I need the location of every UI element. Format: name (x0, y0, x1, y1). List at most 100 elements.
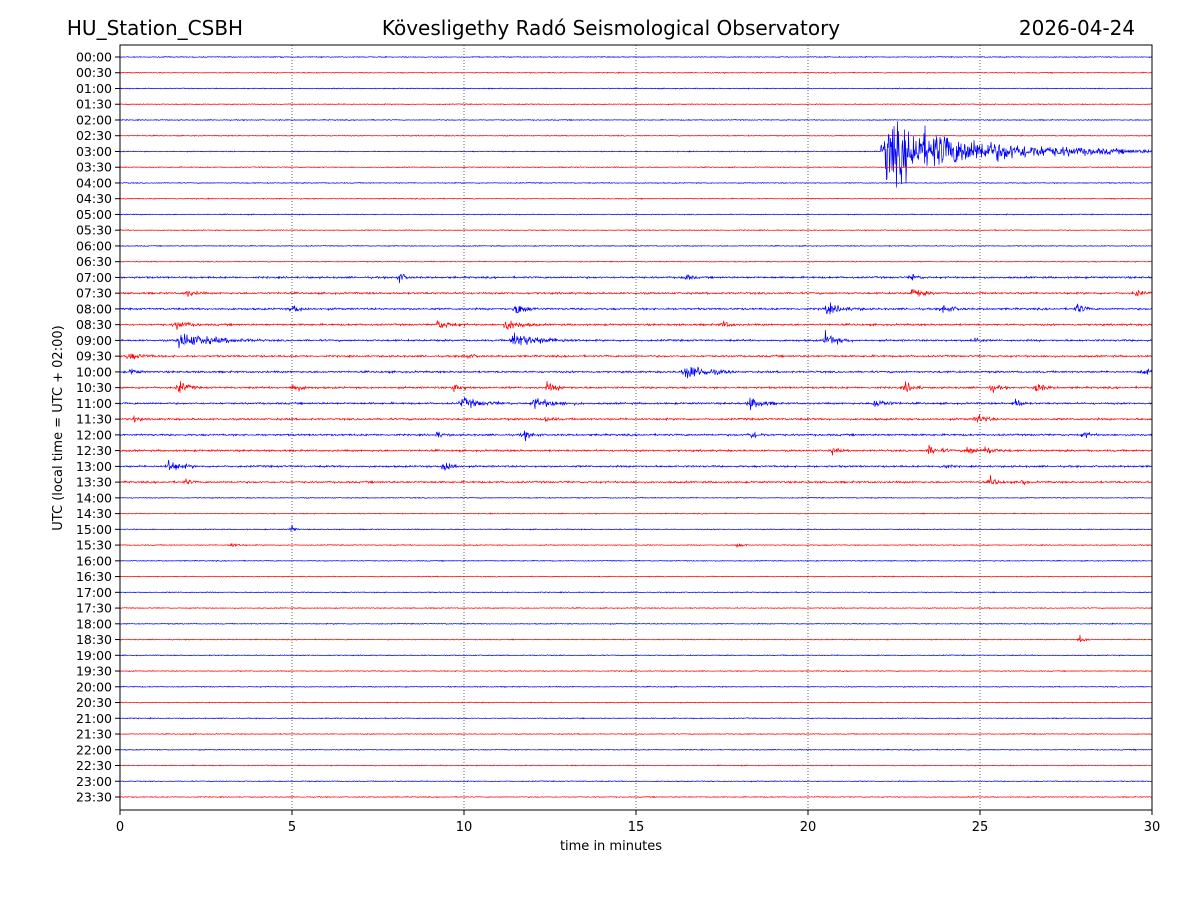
y-tick-label: 02:30 (76, 128, 112, 143)
trace-1630 (119, 575, 1153, 578)
y-tick-label: 05:30 (76, 223, 112, 238)
y-tick-label: 22:00 (76, 742, 112, 757)
y-tick-label: 00:30 (76, 65, 112, 80)
trace-0000 (119, 55, 1153, 59)
trace-1830 (119, 635, 1153, 643)
y-tick-label: 18:00 (76, 616, 112, 631)
trace-1500 (119, 524, 1153, 532)
y-tick-label: 01:00 (76, 81, 112, 96)
trace-0300 (119, 121, 1153, 188)
y-tick-label: 06:30 (76, 254, 112, 269)
y-axis-ticks: 00:0000:3001:0001:3002:0002:3003:0003:30… (76, 50, 120, 805)
y-tick-label: 11:00 (76, 396, 112, 411)
y-tick-label: 21:30 (76, 727, 112, 742)
y-tick-label: 09:00 (76, 333, 112, 348)
x-tick-label: 10 (456, 820, 473, 835)
trace-0400 (119, 181, 1153, 185)
y-tick-label: 13:30 (76, 475, 112, 490)
trace-1730 (119, 606, 1153, 610)
x-tick-label: 15 (628, 820, 645, 835)
y-tick-label: 09:30 (76, 349, 112, 364)
trace-0700 (119, 273, 1153, 284)
y-tick-label: 07:30 (76, 286, 112, 301)
trace-1330 (119, 474, 1153, 486)
y-tick-label: 10:30 (76, 380, 112, 395)
trace-0930 (119, 353, 1153, 360)
date-label: 2026-04-24 (1019, 16, 1135, 40)
y-tick-label: 23:00 (76, 774, 112, 789)
trace-1030 (119, 381, 1153, 393)
y-tick-label: 03:30 (76, 160, 112, 175)
y-tick-label: 00:00 (76, 50, 112, 65)
y-tick-label: 17:30 (76, 601, 112, 616)
trace-2230 (119, 764, 1153, 767)
y-tick-label: 04:30 (76, 191, 112, 206)
y-axis-label: UTC (local time = UTC + 02:00) (51, 325, 66, 530)
trace-0200 (119, 118, 1153, 122)
y-tick-label: 07:00 (76, 270, 112, 285)
trace-1300 (119, 459, 1153, 471)
trace-0800 (119, 302, 1153, 315)
y-tick-label: 17:00 (76, 585, 112, 600)
x-tick-label: 25 (972, 820, 989, 835)
y-tick-label: 12:00 (76, 427, 112, 442)
trace-0600 (119, 244, 1153, 248)
x-tick-label: 20 (800, 820, 817, 835)
x-tick-label: 30 (1144, 820, 1161, 835)
y-tick-label: 19:30 (76, 664, 112, 679)
y-tick-label: 02:00 (76, 112, 112, 127)
trace-0630 (119, 260, 1153, 263)
y-tick-label: 14:00 (76, 490, 112, 505)
trace-0730 (119, 288, 1153, 297)
trace-1600 (119, 559, 1153, 563)
y-tick-label: 21:00 (76, 711, 112, 726)
y-tick-label: 01:30 (76, 97, 112, 112)
trace-2200 (119, 748, 1153, 751)
trace-0900 (119, 330, 1153, 349)
trace-2330 (119, 795, 1153, 799)
trace-0330 (119, 166, 1153, 169)
y-tick-label: 06:00 (76, 238, 112, 253)
y-tick-label: 03:00 (76, 144, 112, 159)
trace-0130 (119, 103, 1153, 106)
y-tick-label: 20:30 (76, 695, 112, 710)
y-tick-label: 18:30 (76, 632, 112, 647)
trace-1400 (119, 496, 1153, 500)
trace-1000 (119, 366, 1153, 379)
y-tick-label: 11:30 (76, 412, 112, 427)
trace-0100 (119, 87, 1153, 90)
trace-0830 (119, 319, 1153, 330)
trace-1900 (119, 654, 1153, 657)
trace-0030 (119, 71, 1153, 74)
seismic-traces (119, 55, 1153, 799)
y-tick-label: 23:30 (76, 790, 112, 805)
y-tick-label: 12:30 (76, 443, 112, 458)
x-axis-label: time in minutes (560, 839, 662, 854)
trace-1230 (119, 444, 1153, 456)
y-tick-label: 08:00 (76, 301, 112, 316)
trace-1200 (119, 430, 1153, 442)
y-tick-label: 16:30 (76, 569, 112, 584)
y-tick-label: 19:00 (76, 648, 112, 663)
y-tick-label: 04:00 (76, 175, 112, 190)
y-tick-label: 13:00 (76, 459, 112, 474)
trace-1930 (119, 669, 1153, 673)
trace-2130 (119, 732, 1153, 736)
trace-0430 (119, 197, 1153, 200)
trace-1430 (119, 512, 1153, 515)
y-tick-label: 20:00 (76, 679, 112, 694)
y-tick-label: 08:30 (76, 317, 112, 332)
y-tick-label: 22:30 (76, 758, 112, 773)
y-tick-label: 15:30 (76, 538, 112, 553)
y-tick-label: 16:00 (76, 553, 112, 568)
y-tick-label: 15:00 (76, 522, 112, 537)
x-tick-label: 0 (116, 820, 124, 835)
chart-title: Kövesligethy Radó Seismological Observat… (382, 16, 840, 40)
x-tick-label: 5 (288, 820, 296, 835)
y-tick-label: 10:00 (76, 364, 112, 379)
trace-1530 (119, 543, 1153, 548)
y-tick-label: 05:00 (76, 207, 112, 222)
grid-lines (291, 45, 981, 810)
trace-0500 (119, 213, 1153, 216)
